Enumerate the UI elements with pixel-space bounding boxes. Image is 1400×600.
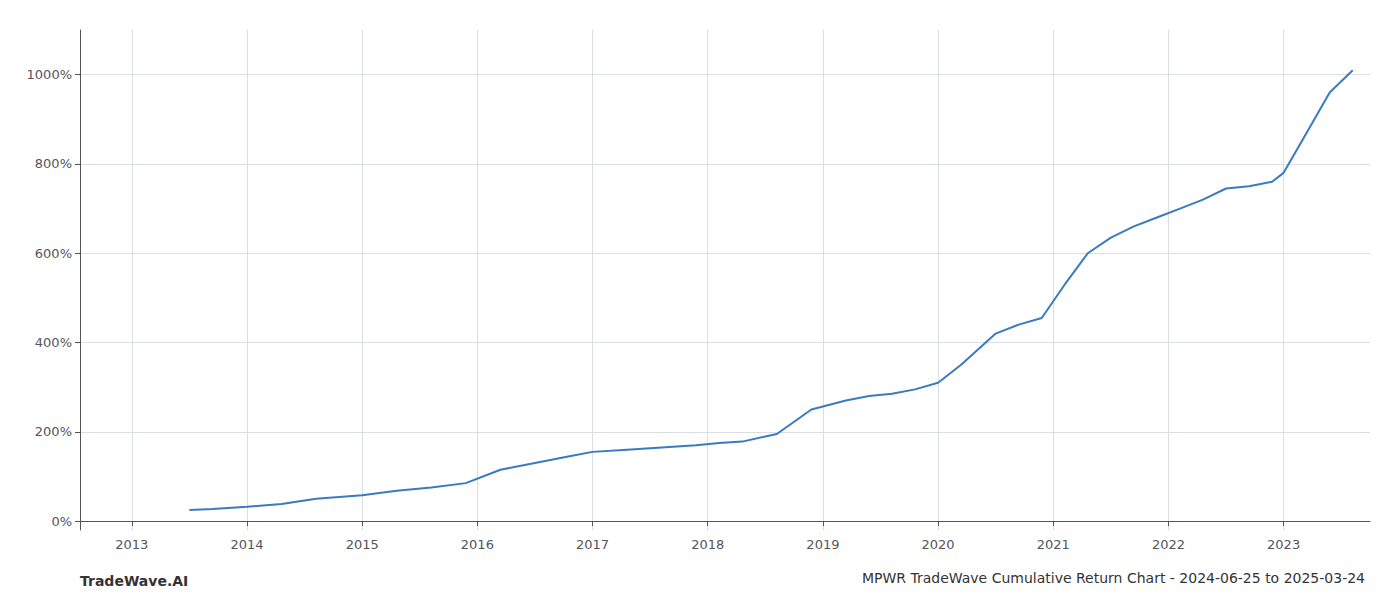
svg-text:0%: 0% [51, 514, 72, 529]
svg-text:400%: 400% [35, 335, 72, 350]
svg-text:TradeWave.AI: TradeWave.AI [80, 573, 188, 589]
svg-text:2018: 2018 [691, 537, 724, 552]
svg-text:2020: 2020 [922, 537, 955, 552]
svg-text:2016: 2016 [461, 537, 494, 552]
svg-text:2017: 2017 [576, 537, 609, 552]
svg-text:800%: 800% [35, 156, 72, 171]
svg-text:2015: 2015 [346, 537, 379, 552]
svg-text:2014: 2014 [230, 537, 263, 552]
svg-text:200%: 200% [35, 424, 72, 439]
svg-text:600%: 600% [35, 246, 72, 261]
svg-text:2013: 2013 [115, 537, 148, 552]
svg-text:2019: 2019 [806, 537, 839, 552]
svg-text:2022: 2022 [1152, 537, 1185, 552]
svg-text:1000%: 1000% [27, 67, 72, 82]
svg-text:2023: 2023 [1267, 537, 1300, 552]
svg-text:MPWR TradeWave Cumulative Retu: MPWR TradeWave Cumulative Return Chart -… [862, 570, 1365, 586]
svg-text:2021: 2021 [1037, 537, 1070, 552]
